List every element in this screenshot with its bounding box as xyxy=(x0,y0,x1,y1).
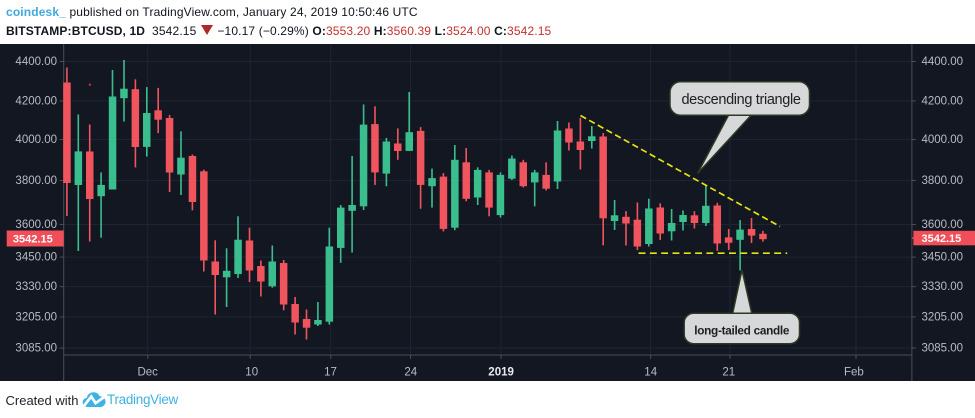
svg-text:10: 10 xyxy=(245,366,258,378)
svg-text:long-tailed candle: long-tailed candle xyxy=(694,323,790,337)
svg-text:3542.15: 3542.15 xyxy=(922,232,962,244)
svg-text:4400.00: 4400.00 xyxy=(15,56,57,68)
svg-text:3800.00: 3800.00 xyxy=(922,175,964,187)
svg-text:3600.00: 3600.00 xyxy=(922,219,964,231)
svg-text:17: 17 xyxy=(324,366,337,378)
svg-text:3085.00: 3085.00 xyxy=(15,342,57,354)
svg-text:3450.00: 3450.00 xyxy=(922,251,964,263)
svg-text:4200.00: 4200.00 xyxy=(15,95,57,107)
svg-text:2019: 2019 xyxy=(488,366,514,378)
svg-text:3205.00: 3205.00 xyxy=(15,311,57,323)
svg-text:Dec: Dec xyxy=(137,366,158,378)
svg-text:3330.00: 3330.00 xyxy=(922,281,964,293)
svg-text:3800.00: 3800.00 xyxy=(15,175,57,187)
svg-text:14: 14 xyxy=(644,366,657,378)
svg-text:3085.00: 3085.00 xyxy=(922,342,964,354)
svg-text:4000.00: 4000.00 xyxy=(15,134,57,146)
svg-text:21: 21 xyxy=(722,366,735,378)
svg-text:4400.00: 4400.00 xyxy=(922,56,964,68)
svg-text:3205.00: 3205.00 xyxy=(922,311,964,323)
svg-text:4200.00: 4200.00 xyxy=(922,95,964,107)
svg-text:descending triangle: descending triangle xyxy=(681,92,800,108)
svg-text:4000.00: 4000.00 xyxy=(922,134,964,146)
svg-text:24: 24 xyxy=(404,366,417,378)
svg-text:3542.15: 3542.15 xyxy=(13,233,53,245)
svg-text:3600.00: 3600.00 xyxy=(15,219,57,231)
svg-text:Feb: Feb xyxy=(844,366,864,378)
svg-text:3450.00: 3450.00 xyxy=(15,251,57,263)
svg-text:3330.00: 3330.00 xyxy=(15,281,57,293)
